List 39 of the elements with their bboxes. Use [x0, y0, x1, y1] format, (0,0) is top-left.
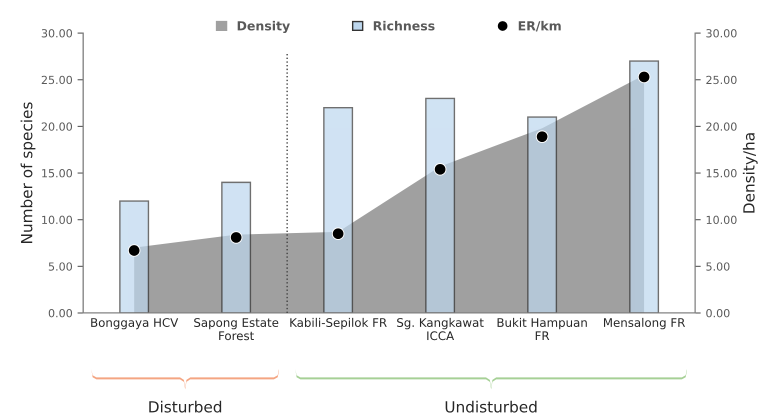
- bar: [119, 200, 150, 313]
- y-axis-title: Number of species: [20, 102, 36, 243]
- y-tick-label: 30.00: [42, 29, 72, 38]
- bar: [323, 107, 354, 313]
- point: [536, 130, 548, 143]
- legend-label: Richness: [374, 20, 435, 31]
- y2-tick-label: 25.00: [706, 76, 737, 84]
- x-tick-label: Bukit Hampuan FR: [498, 318, 587, 340]
- y2-tick-label: 5.00: [706, 262, 730, 271]
- y-tick-label: 20.00: [42, 122, 72, 131]
- x-tick-label: Mensalong FR: [604, 318, 686, 330]
- bar: [527, 116, 558, 313]
- x-tick-label: Bonggaya HCV: [91, 318, 178, 330]
- point: [128, 244, 140, 257]
- point: [230, 231, 242, 244]
- y-tick-label: 0.00: [48, 308, 72, 318]
- y2-tick-label: 30.00: [706, 29, 737, 38]
- y2-tick-label: 15.00: [706, 169, 737, 178]
- point: [434, 163, 446, 176]
- text: Undisturbed: [446, 400, 536, 413]
- legend-label: ER/km: [518, 20, 561, 32]
- x-tick-label: Sg. Kangkawat ICCA: [397, 318, 484, 340]
- point: [638, 70, 650, 84]
- x-tick-label: Sapong Estate Forest: [194, 318, 278, 340]
- x-tick-label: Kabili-Sepilok FR: [290, 318, 387, 330]
- y-tick-label: 10.00: [42, 216, 72, 224]
- y2-tick-label: 0.00: [706, 308, 730, 318]
- legend-label: Density: [238, 20, 290, 34]
- text: Disturbed: [149, 400, 222, 413]
- bar: [425, 98, 456, 313]
- bar: [221, 182, 252, 313]
- y2-tick-label: 10.00: [706, 216, 737, 224]
- y2-axis-title: Density/ha: [742, 133, 758, 213]
- y-tick-label: 5.00: [48, 262, 72, 271]
- bar: [629, 60, 660, 313]
- y2-tick-label: 20.00: [706, 122, 737, 131]
- y-tick-label: 25.00: [42, 76, 72, 84]
- y-tick-label: 15.00: [42, 169, 72, 178]
- point: [332, 227, 344, 240]
